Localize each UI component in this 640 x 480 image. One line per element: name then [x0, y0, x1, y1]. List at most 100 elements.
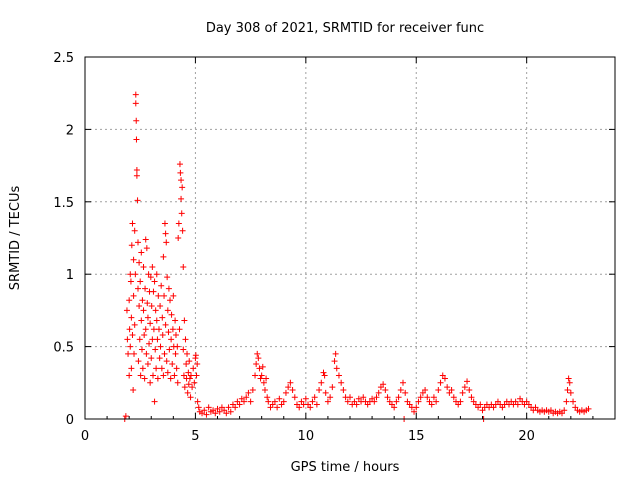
data-point [448, 387, 455, 394]
data-point [175, 235, 182, 241]
data-point [258, 372, 265, 379]
data-point [180, 372, 187, 379]
data-point [159, 314, 166, 321]
data-point [373, 394, 380, 401]
data-point [232, 404, 239, 411]
data-point [168, 311, 175, 318]
data-point [464, 378, 471, 385]
data-point [124, 336, 131, 343]
data-point [307, 404, 314, 411]
data-point [150, 326, 157, 333]
data-point [173, 365, 180, 372]
data-point [154, 375, 161, 382]
data-point [135, 358, 142, 365]
data-point [411, 408, 418, 415]
data-point [241, 398, 247, 405]
x-axis-label: GPS time / hours [291, 460, 400, 475]
data-point [466, 387, 473, 394]
data-point [252, 372, 259, 379]
data-point [126, 372, 133, 379]
data-point [296, 404, 303, 411]
data-point [309, 398, 316, 405]
data-point [165, 285, 172, 292]
data-point [132, 91, 139, 98]
data-point [257, 375, 264, 382]
data-point [176, 161, 183, 168]
data-point [130, 387, 137, 394]
data-point [191, 379, 198, 386]
data-point [201, 407, 208, 414]
data-point [190, 365, 197, 372]
data-point [265, 398, 272, 405]
x-tick-label: 10 [298, 429, 315, 444]
data-point [276, 395, 283, 402]
data-point [129, 220, 136, 227]
data-point [164, 369, 171, 376]
data-point [154, 336, 161, 343]
data-point [133, 166, 140, 173]
data-point [163, 358, 170, 365]
data-point [148, 355, 155, 362]
data-point [153, 317, 160, 324]
x-tick-label: 5 [191, 429, 199, 444]
data-point [216, 408, 223, 415]
data-point [152, 307, 159, 314]
data-point [177, 169, 184, 176]
data-point [162, 321, 169, 328]
data-point [142, 285, 149, 292]
data-point [320, 369, 327, 376]
data-point [161, 220, 168, 227]
data-point [360, 394, 367, 401]
data-point [189, 384, 196, 391]
y-tick-label: 2.5 [53, 51, 74, 66]
data-point [397, 387, 404, 394]
data-point [155, 326, 162, 333]
data-point [143, 245, 150, 252]
data-point [203, 411, 210, 418]
data-point [172, 350, 179, 357]
data-point [400, 379, 406, 386]
data-point [167, 297, 174, 304]
data-point [382, 387, 389, 394]
data-point [156, 355, 163, 362]
data-point [223, 410, 230, 417]
data-point [271, 398, 278, 405]
data-point [255, 355, 262, 362]
y-axis-label: SRMTID / TECUs [8, 186, 23, 291]
data-point [128, 242, 135, 249]
data-point [344, 398, 351, 405]
data-point [477, 401, 484, 408]
data-point [169, 360, 176, 367]
data-point [567, 389, 574, 396]
data-point [150, 372, 157, 379]
data-point [149, 263, 156, 270]
data-point [183, 360, 190, 367]
y-tick-label: 0 [66, 413, 74, 428]
data-point [123, 307, 130, 314]
data-point [172, 317, 179, 324]
data-point [287, 379, 294, 386]
data-point [152, 346, 159, 353]
data-point [185, 369, 192, 376]
data-point [165, 329, 172, 336]
data-point [151, 278, 158, 285]
data-point [168, 336, 175, 343]
data-point [514, 401, 521, 408]
data-point [194, 398, 201, 405]
data-point [324, 398, 331, 405]
data-point [261, 387, 268, 394]
data-point [280, 398, 287, 405]
data-point [153, 271, 160, 278]
y-tick-label: 0.5 [53, 341, 74, 356]
data-point [126, 297, 133, 304]
data-point [227, 408, 234, 415]
data-point [182, 336, 189, 343]
data-point [138, 249, 145, 256]
data-point [444, 384, 451, 391]
data-point [157, 303, 164, 310]
data-point [136, 336, 143, 343]
data-point [131, 321, 138, 328]
data-point [340, 387, 347, 394]
data-point [402, 389, 409, 396]
data-point [236, 401, 243, 408]
